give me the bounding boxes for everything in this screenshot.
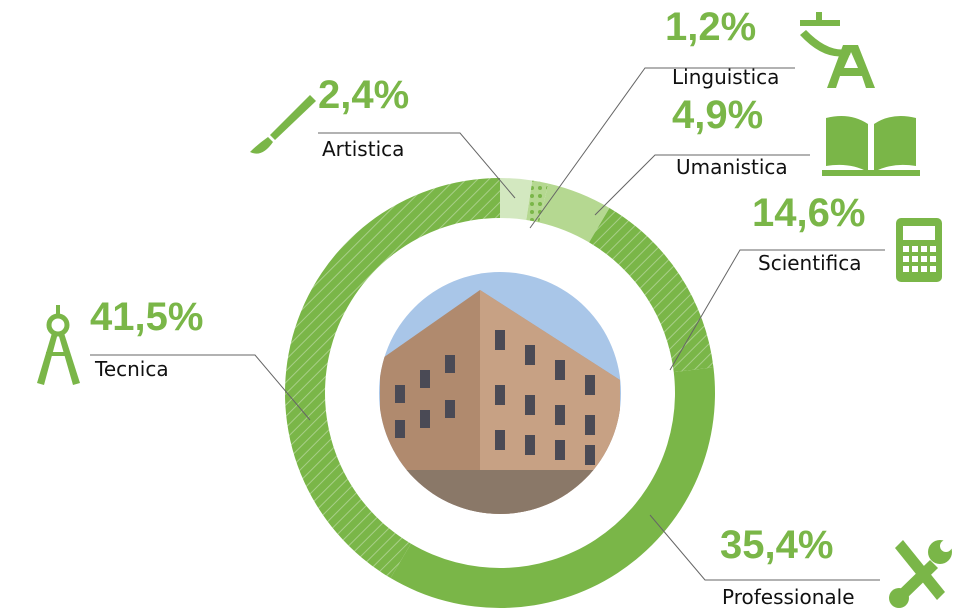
value-label: 41,5%	[90, 295, 203, 339]
icon-tools	[889, 540, 952, 608]
value-label: 2,4%	[318, 73, 409, 117]
value-label: 35,4%	[720, 523, 833, 567]
icon-compass	[37, 305, 80, 385]
icon-brush	[250, 95, 316, 154]
value-label: 1,2%	[665, 5, 756, 49]
icon-calculator	[896, 218, 942, 282]
icon-book	[822, 116, 920, 176]
photo	[370, 270, 630, 520]
category-label: Professionale	[722, 585, 855, 609]
category-label: Linguistica	[672, 65, 779, 89]
category-label: Scientifica	[758, 251, 861, 275]
category-label: Artistica	[322, 137, 404, 161]
category-label: Umanistica	[676, 155, 788, 179]
chart: 2,4% Artistica 1,2% Linguistica 4,9% Umanisti…	[0, 0, 953, 616]
value-label: 4,9%	[672, 93, 763, 137]
value-label: 14,6%	[752, 191, 865, 235]
icon-translate	[800, 12, 875, 88]
category-label: Tecnica	[94, 357, 169, 381]
